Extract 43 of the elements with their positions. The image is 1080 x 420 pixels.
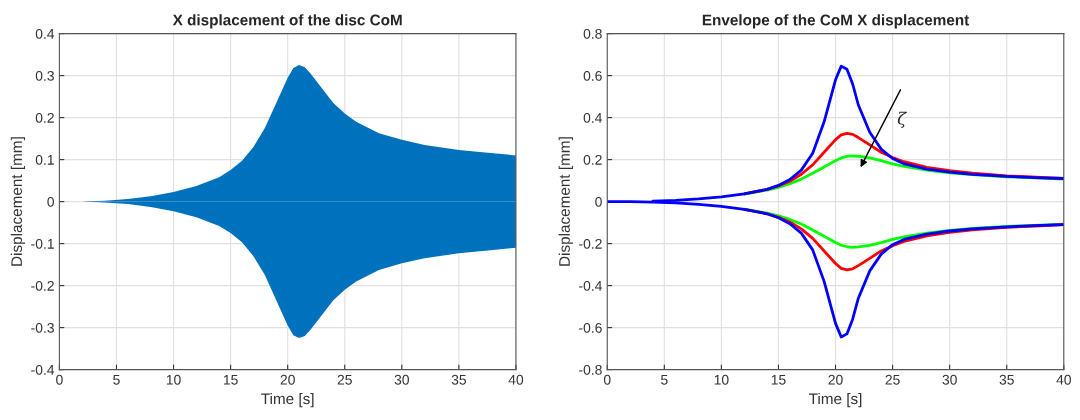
x-tick-label: 20	[828, 374, 843, 385]
y-tick-label: 0	[47, 196, 54, 207]
y-tick-label: -0.4	[31, 364, 55, 375]
y-tick-label: -0.3	[31, 322, 54, 333]
x-tick-label: 15	[223, 374, 238, 385]
x-tick-label: 30	[394, 374, 409, 385]
y-tick-label: 0	[595, 196, 602, 207]
y-tick-label: -0.4	[579, 280, 602, 291]
y-tick-label: 0.4	[35, 28, 55, 39]
x-tick-label: 5	[661, 374, 668, 385]
annotation: ζ	[897, 111, 908, 128]
y-axis-title: Displacement [mm]	[10, 137, 26, 266]
x-tick-label: 40	[1056, 374, 1071, 385]
y-tick-label: 0.2	[35, 112, 54, 123]
chart-title: X displacement of the disc CoM	[172, 14, 402, 29]
x-tick-label: 20	[280, 374, 295, 385]
y-tick-label: 0.8	[583, 28, 602, 39]
x-axis-title: Time [s]	[809, 392, 862, 408]
y-tick-label: 0.6	[583, 70, 602, 81]
x-tick-label: 10	[714, 374, 729, 385]
x-tick-label: 15	[771, 374, 786, 385]
y-tick-label: -0.1	[31, 238, 54, 249]
chart-title: Envelope of the CoM X displacement	[702, 14, 970, 29]
y-tick-label: -0.6	[579, 322, 602, 333]
x-tick-label: 35	[999, 374, 1014, 385]
x-tick-label: 0	[603, 374, 611, 385]
x-tick-label: 10	[166, 374, 181, 385]
y-tick-label: 0.3	[35, 70, 54, 81]
y-tick-label: -0.2	[579, 238, 602, 249]
y-tick-label: 0.4	[583, 112, 602, 123]
x-tick-label: 40	[508, 374, 524, 385]
y-tick-label: 0.2	[583, 154, 602, 165]
x-tick-label: 5	[113, 374, 120, 385]
y-tick-label: -0.2	[31, 280, 54, 291]
x-axis-title: Time [s]	[261, 392, 314, 408]
x-tick-label: 35	[451, 374, 467, 385]
y-axis-title: Displacement [mm]	[558, 137, 573, 266]
x-tick-label: 25	[885, 374, 900, 385]
x-tick-label: 30	[942, 374, 957, 385]
y-tick-label: -0.8	[579, 364, 602, 375]
x-tick-label: 0	[56, 374, 63, 385]
y-tick-label: 0.1	[35, 154, 54, 165]
x-tick-label: 25	[337, 374, 352, 385]
